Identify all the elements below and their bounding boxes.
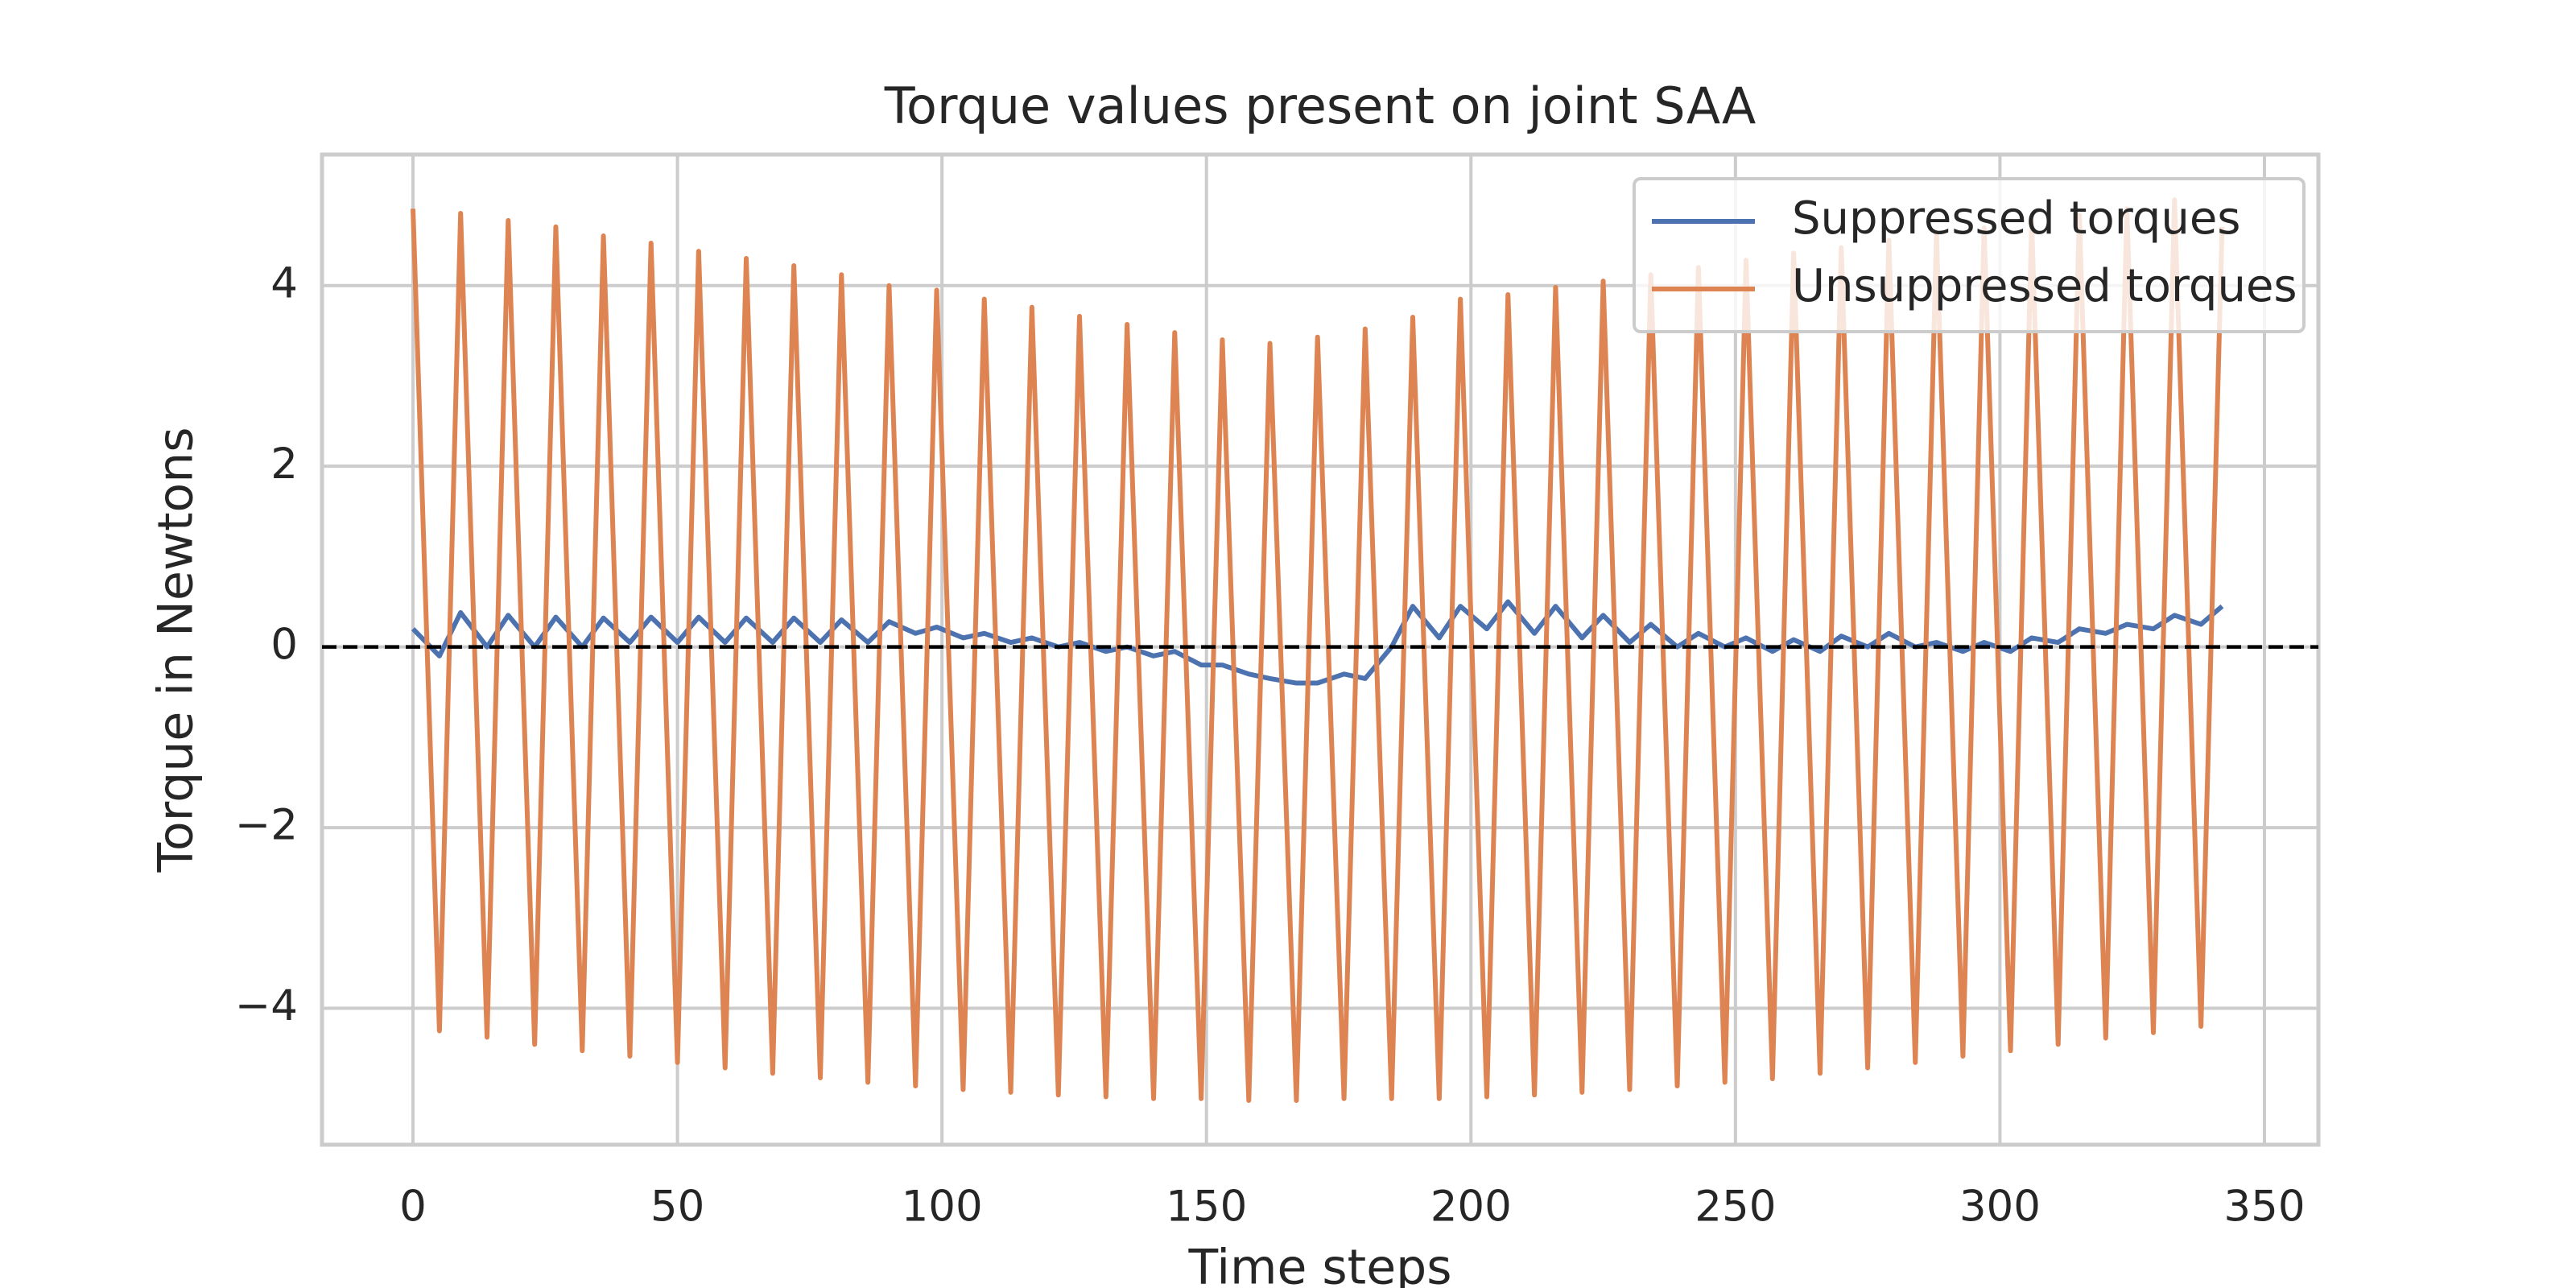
- x-tick-label: 350: [2223, 1183, 2305, 1232]
- x-axis-label: Time steps: [1188, 1240, 1452, 1288]
- legend-label: Suppressed torques: [1792, 192, 2240, 245]
- y-tick-label: 4: [270, 258, 298, 308]
- x-tick-label: 50: [650, 1183, 704, 1232]
- y-tick-label: −4: [235, 981, 298, 1030]
- x-tick-label: 250: [1695, 1183, 1776, 1232]
- y-tick-label: 2: [270, 440, 298, 489]
- y-axis-label: Torque in Newtons: [148, 427, 204, 873]
- series-line: [411, 197, 2225, 1104]
- plot-frame: [320, 152, 2321, 1147]
- legend-label: Unsuppressed torques: [1792, 260, 2297, 312]
- x-tick-label: 200: [1430, 1183, 1512, 1232]
- legend: Suppressed torques Unsuppressed torques: [1633, 177, 2306, 333]
- x-tick-label: 300: [1959, 1183, 2041, 1232]
- x-tick-label: 0: [399, 1183, 427, 1232]
- x-tick-label: 100: [902, 1183, 983, 1232]
- y-tick-label: −2: [235, 801, 298, 850]
- chart-title: Torque values present on joint SAA: [884, 76, 1757, 135]
- x-tick-label: 150: [1166, 1183, 1247, 1232]
- legend-box: [1633, 177, 2306, 333]
- y-tick-label: 0: [270, 620, 298, 669]
